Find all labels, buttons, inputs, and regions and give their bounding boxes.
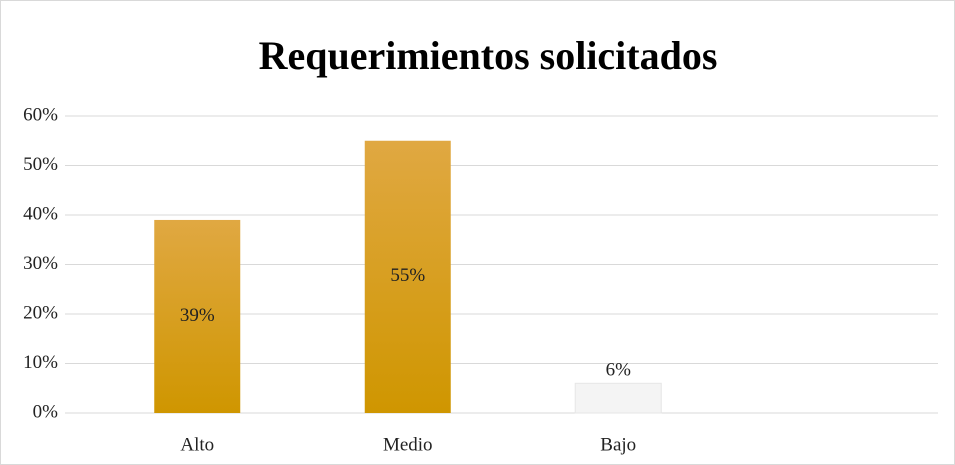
y-tick-label: 30%: [23, 253, 58, 274]
x-tick-label: Alto: [180, 434, 214, 455]
y-tick-label: 0%: [33, 401, 59, 422]
bar: [364, 140, 451, 413]
y-tick-label: 40%: [23, 203, 58, 224]
y-tick-label: 20%: [23, 302, 58, 323]
chart-title: Requerimientos solicitados: [259, 33, 718, 78]
y-tick-label: 60%: [23, 104, 58, 125]
x-tick-label: Bajo: [600, 434, 636, 455]
x-tick-label: Medio: [383, 434, 433, 455]
data-label: 39%: [180, 305, 215, 326]
data-label: 6%: [606, 360, 632, 381]
data-label: 55%: [390, 265, 425, 286]
bar: [154, 219, 241, 413]
bar: [574, 382, 662, 414]
y-tick-label: 10%: [23, 352, 58, 373]
y-tick-label: 50%: [23, 154, 58, 175]
